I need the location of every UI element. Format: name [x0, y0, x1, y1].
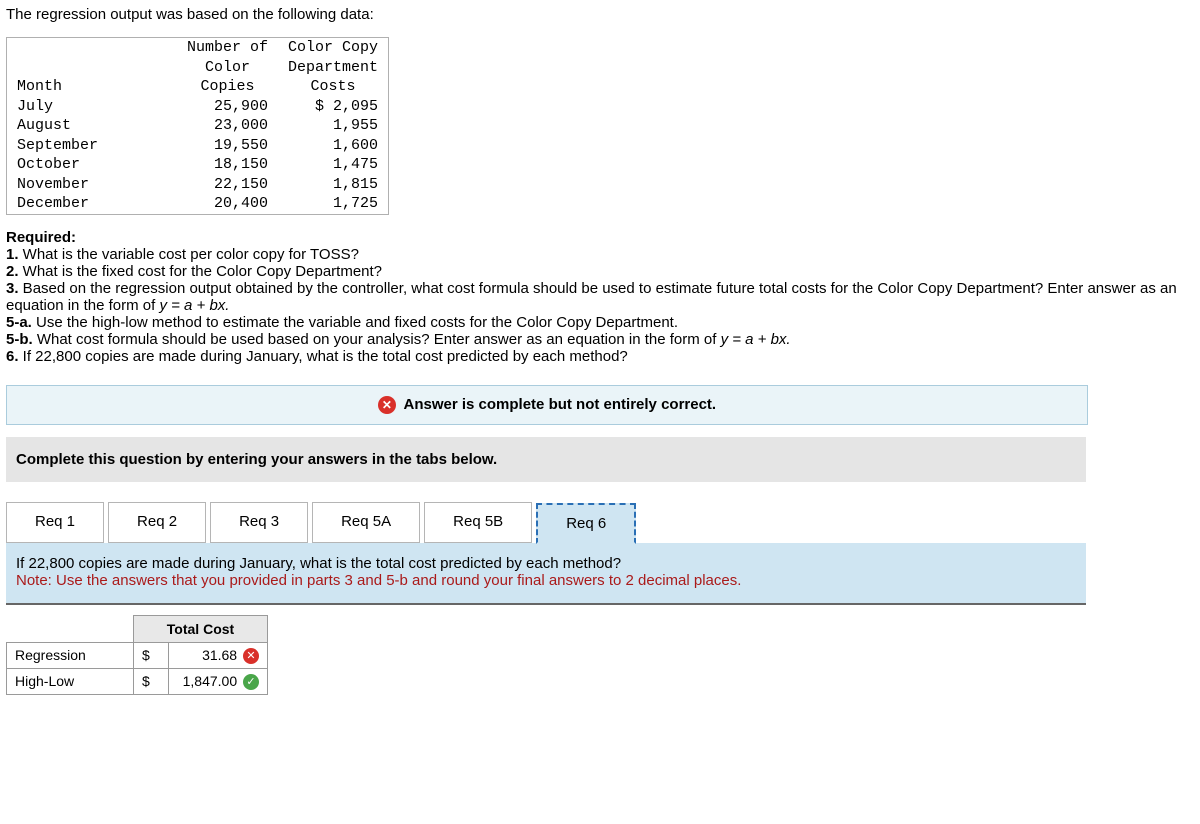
col-copies-l2: Color: [177, 58, 278, 78]
wrong-icon: ✕: [243, 648, 259, 664]
required-heading: Required:: [6, 229, 76, 246]
tab-req5b[interactable]: Req 5B: [424, 502, 532, 543]
table-row: November22,1501,815: [7, 175, 389, 195]
banner-text: Answer is complete but not entirely corr…: [400, 396, 716, 413]
panel-note: Note: Use the answers that you provided …: [16, 572, 1076, 589]
answer-row: High-Low $ 1,847.00 ✓: [7, 668, 268, 694]
table-row: September19,5501,600: [7, 136, 389, 156]
table-row: August23,0001,955: [7, 116, 389, 136]
instruction-band: Complete this question by entering your …: [6, 437, 1086, 482]
table-row: December20,4001,725: [7, 194, 389, 214]
tab-req2[interactable]: Req 2: [108, 502, 206, 543]
regression-data-table: Number of Color Copy Color Department Mo…: [6, 37, 389, 215]
tab-req5a[interactable]: Req 5A: [312, 502, 420, 543]
tab-req1[interactable]: Req 1: [6, 502, 104, 543]
tab-req3[interactable]: Req 3: [210, 502, 308, 543]
x-icon: ✕: [378, 396, 396, 414]
col-month: Month: [7, 77, 178, 97]
col-copies-l1: Number of: [177, 38, 278, 58]
col-copies-l3: Copies: [177, 77, 278, 97]
table-row: July25,900$ 2,095: [7, 97, 389, 117]
panel-question: If 22,800 copies are made during January…: [16, 555, 1076, 572]
table-row: October18,1501,475: [7, 155, 389, 175]
tabs-row: Req 1 Req 2 Req 3 Req 5A Req 5B Req 6: [6, 502, 1086, 543]
col-cost-l1: Color Copy: [278, 38, 389, 58]
answer-row: Regression $ 31.68 ✕: [7, 642, 268, 668]
col-cost-l2: Department: [278, 58, 389, 78]
col-cost-l3: Costs: [278, 77, 389, 97]
tab-panel: If 22,800 copies are made during January…: [6, 543, 1086, 605]
required-section: Required: 1. What is the variable cost p…: [6, 229, 1194, 365]
answer-header: Total Cost: [134, 615, 268, 642]
intro-text: The regression output was based on the f…: [6, 6, 1194, 23]
tab-req6[interactable]: Req 6: [536, 503, 636, 544]
check-icon: ✓: [243, 674, 259, 690]
answer-table: Total Cost Regression $ 31.68 ✕ High-Low…: [6, 615, 268, 696]
status-banner: ✕ Answer is complete but not entirely co…: [6, 385, 1088, 425]
